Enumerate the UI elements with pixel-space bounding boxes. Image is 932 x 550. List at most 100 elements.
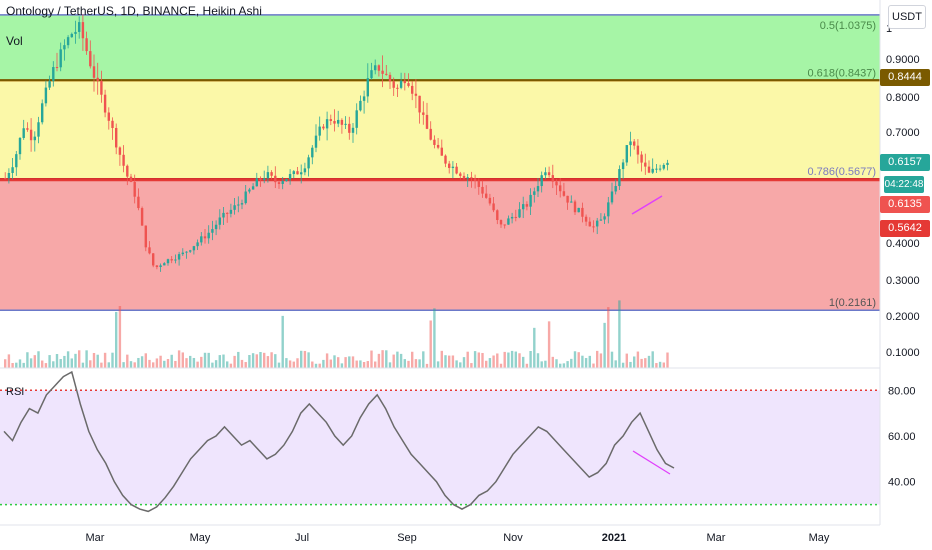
volume-bar bbox=[237, 351, 240, 368]
candle-body bbox=[111, 120, 114, 128]
volume-bar bbox=[621, 362, 625, 368]
candle-body bbox=[647, 166, 651, 173]
volume-bar bbox=[251, 353, 255, 368]
candle-body bbox=[200, 236, 203, 243]
candle-body bbox=[529, 194, 532, 207]
candle-body bbox=[485, 193, 488, 198]
volume-bar bbox=[52, 361, 55, 368]
volume-bar bbox=[270, 352, 273, 368]
volume-bar bbox=[266, 356, 270, 368]
candle-body bbox=[78, 22, 81, 32]
volume-bar bbox=[163, 360, 166, 368]
candle-body bbox=[152, 253, 155, 266]
divergence-line-rsi bbox=[632, 450, 671, 475]
volume-bar bbox=[414, 359, 418, 368]
candle-body bbox=[459, 173, 462, 176]
volume-bar bbox=[388, 362, 392, 368]
candle-body bbox=[81, 22, 85, 39]
candle-body bbox=[451, 166, 455, 169]
candle-body bbox=[140, 208, 144, 226]
candle-body bbox=[285, 178, 288, 182]
candle-body bbox=[570, 201, 573, 203]
volume-bar bbox=[226, 361, 229, 368]
volume-bar bbox=[503, 351, 506, 368]
candle-body bbox=[263, 178, 266, 181]
divergence-line-price bbox=[631, 195, 663, 215]
candle-body bbox=[633, 141, 636, 146]
candle-body bbox=[496, 210, 499, 221]
candle-body bbox=[562, 191, 566, 196]
currency-unit-button[interactable]: USDT bbox=[888, 5, 926, 29]
candle-body bbox=[248, 189, 251, 192]
candle-body bbox=[573, 201, 577, 213]
rsi-line bbox=[3, 370, 675, 513]
volume-bar bbox=[118, 306, 122, 368]
candle-body bbox=[74, 31, 77, 34]
volume-bar bbox=[540, 361, 543, 368]
candle-body bbox=[499, 220, 503, 225]
volume-bar bbox=[451, 355, 455, 368]
volume-bar bbox=[640, 358, 643, 368]
candle-body bbox=[115, 127, 118, 148]
candle-body bbox=[392, 81, 395, 88]
volume-bar bbox=[448, 355, 451, 368]
volume-bar bbox=[92, 352, 96, 368]
volume-bar bbox=[292, 361, 295, 368]
volume-bar bbox=[285, 358, 288, 368]
volume-bar bbox=[510, 350, 514, 368]
candle-body bbox=[403, 80, 406, 84]
candle-body bbox=[414, 93, 418, 96]
candle-body bbox=[614, 186, 617, 192]
candle-body bbox=[311, 147, 314, 158]
volume-bar bbox=[444, 355, 447, 368]
candle-body bbox=[318, 126, 321, 136]
volume-bar bbox=[244, 362, 247, 368]
candle-body bbox=[492, 203, 495, 211]
volume-bar bbox=[63, 355, 66, 368]
volume-bar bbox=[436, 361, 440, 368]
candle-body bbox=[525, 204, 529, 207]
price-tick-label: 0.4000 bbox=[886, 238, 920, 250]
rsi-label: RSI bbox=[6, 386, 25, 398]
volume-bar bbox=[55, 354, 59, 368]
volume-bar bbox=[592, 363, 595, 368]
time-tick-label: Nov bbox=[503, 532, 523, 544]
volume-bar bbox=[111, 352, 114, 368]
candle-body bbox=[66, 37, 70, 46]
volume-bar bbox=[240, 359, 244, 368]
price-tick-label: 0.9000 bbox=[886, 54, 920, 66]
volume-bar bbox=[581, 355, 584, 368]
volume-bar bbox=[610, 351, 614, 368]
fib-level-label: 1(0.2161) bbox=[829, 297, 876, 309]
volume-bar bbox=[518, 353, 521, 368]
candle-body bbox=[4, 178, 7, 180]
candle-body bbox=[281, 181, 284, 184]
volume-bar bbox=[66, 351, 70, 368]
volume-bar bbox=[318, 363, 321, 368]
volume-bar bbox=[377, 353, 381, 368]
candle-body bbox=[418, 95, 421, 113]
price-tag: 0.6135 bbox=[880, 196, 930, 213]
candle-body bbox=[41, 103, 44, 123]
candle-body bbox=[322, 126, 325, 129]
volume-bar bbox=[78, 350, 81, 368]
time-tick-label: Mar bbox=[86, 532, 105, 544]
volume-bar bbox=[200, 356, 203, 368]
fib-level-label: 0.786(0.5677) bbox=[808, 166, 877, 178]
candle-body bbox=[222, 212, 225, 218]
volume-bar bbox=[488, 358, 492, 368]
volume-bar bbox=[229, 363, 233, 368]
volume-bar bbox=[196, 361, 199, 368]
candle-body bbox=[122, 154, 125, 166]
candle-body bbox=[592, 226, 595, 228]
volume-bar bbox=[599, 353, 603, 368]
volume-bar bbox=[233, 355, 236, 368]
volume-bar bbox=[466, 351, 469, 368]
volume-bar bbox=[300, 350, 303, 368]
candle-body bbox=[196, 242, 199, 247]
volume-bar bbox=[255, 354, 258, 368]
volume-bar bbox=[44, 363, 48, 368]
candle-body bbox=[103, 94, 107, 113]
candle-body bbox=[329, 119, 332, 121]
